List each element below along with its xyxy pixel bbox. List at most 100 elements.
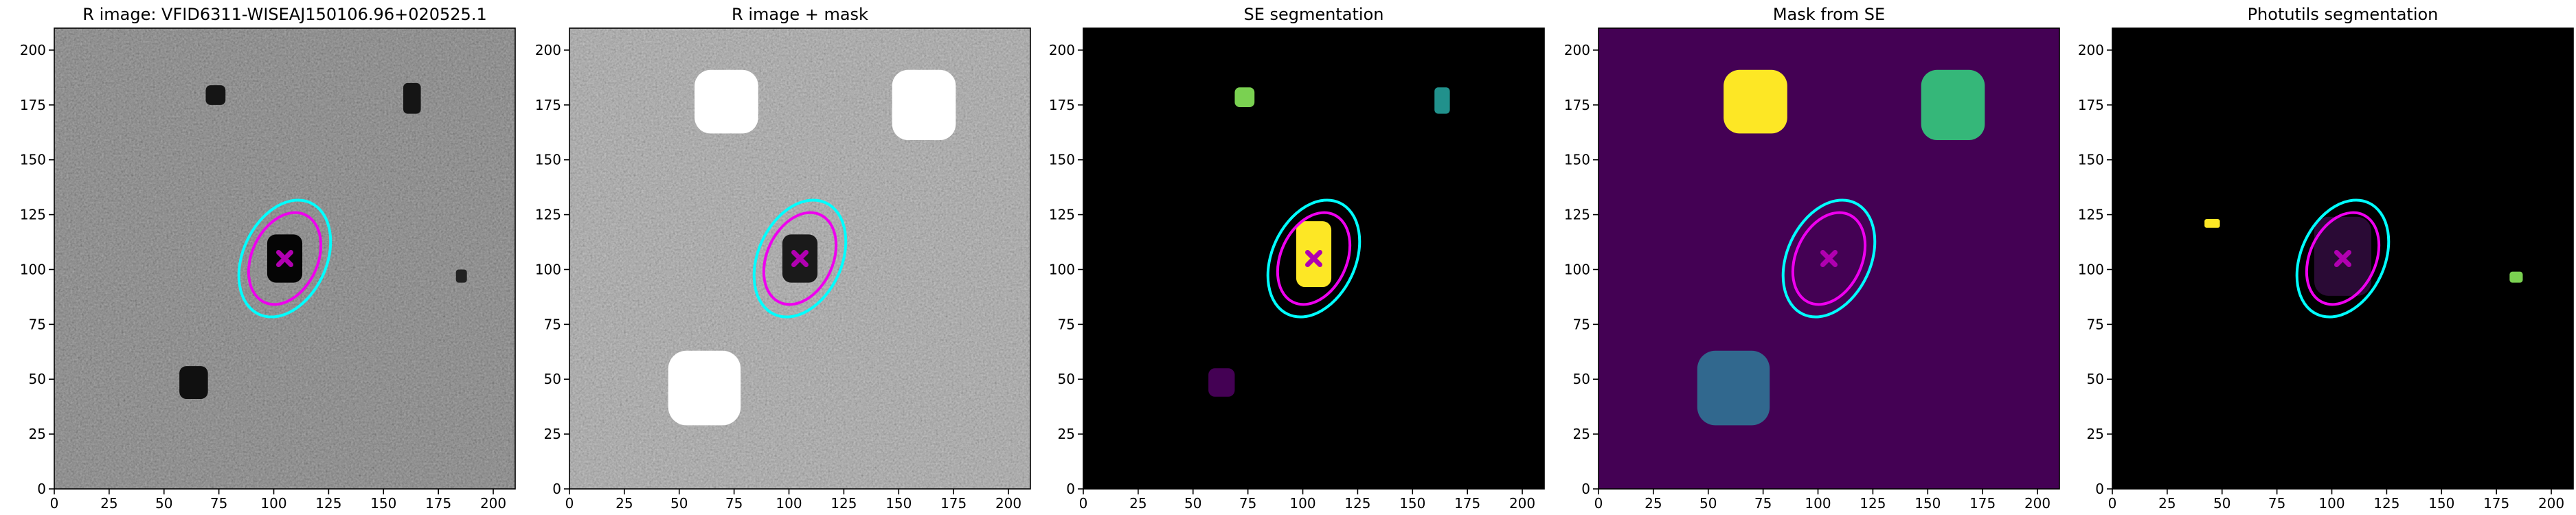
x-tick-label: 150 xyxy=(2428,495,2454,512)
y-tick-label: 75 xyxy=(2087,316,2104,332)
x-tick-label: 25 xyxy=(100,495,117,512)
axes-frame xyxy=(2112,27,2574,490)
x-tick-label: 150 xyxy=(885,495,912,512)
y-tick-label: 50 xyxy=(29,371,46,387)
x-tick-label: 25 xyxy=(1129,495,1146,512)
y-tick-label: 50 xyxy=(1058,371,1075,387)
x-tick-label: 75 xyxy=(210,495,227,512)
y-tick-label: 175 xyxy=(20,97,46,113)
x-tick-label: 125 xyxy=(831,495,857,512)
y-tick-label: 50 xyxy=(544,371,561,387)
region xyxy=(1234,87,1255,108)
x-tick-label: 175 xyxy=(2483,495,2509,512)
region xyxy=(1921,69,1985,140)
y-tick-label: 150 xyxy=(1564,152,1590,168)
x-tick-label: 50 xyxy=(1184,495,1201,512)
region xyxy=(1296,221,1332,288)
x-tick-label: 0 xyxy=(50,495,59,512)
y-tick-label: 75 xyxy=(1058,316,1075,332)
y-tick-label: 125 xyxy=(1049,207,1075,223)
x-tick-label: 125 xyxy=(315,495,341,512)
y-tick-label: 100 xyxy=(1564,261,1590,277)
y-tick-label: 175 xyxy=(1049,97,1075,113)
region xyxy=(455,269,467,283)
y-tick-label: 175 xyxy=(1564,97,1590,113)
region xyxy=(403,82,421,114)
x-tick-label: 200 xyxy=(2538,495,2564,512)
x-tick-label: 25 xyxy=(615,495,633,512)
image xyxy=(2112,28,2573,489)
x-tick-label: 125 xyxy=(1344,495,1370,512)
y-tick-label: 200 xyxy=(1049,42,1075,58)
x-tick-label: 25 xyxy=(2158,495,2176,512)
y-tick-label: 125 xyxy=(2078,207,2104,223)
x-tick-label: 100 xyxy=(1805,495,1831,512)
panel: 0 25 50 75 100 125 150 175 200 0 25 50 75 100 125 150 17… xyxy=(535,5,1031,512)
aperture-ellipse xyxy=(1781,198,1877,319)
x-tick-label: 200 xyxy=(1509,495,1535,512)
x-tick-label: 100 xyxy=(776,495,802,512)
y-tick-label: 0 xyxy=(552,481,561,497)
y-tick-label: 0 xyxy=(37,481,46,497)
panel-title: Photutils segmentation xyxy=(2248,5,2439,24)
y-tick-label: 150 xyxy=(20,152,46,168)
x-tick-label: 0 xyxy=(1079,495,1088,512)
region xyxy=(1208,368,1235,397)
x-tick-label: 175 xyxy=(1454,495,1480,512)
x-tick-label: 100 xyxy=(1289,495,1315,512)
center-marker xyxy=(1305,250,1322,267)
center-marker xyxy=(1820,250,1838,267)
image xyxy=(569,28,1030,489)
y-tick-label: 200 xyxy=(535,42,561,58)
y-tick-label: 200 xyxy=(1564,42,1590,58)
region xyxy=(179,366,208,399)
x-tick-label: 175 xyxy=(1969,495,1996,512)
center-marker xyxy=(791,250,809,267)
y-tick-label: 0 xyxy=(1066,481,1075,497)
x-tick-label: 75 xyxy=(2268,495,2285,512)
y-tick-label: 100 xyxy=(2078,261,2104,277)
y-tick-label: 25 xyxy=(1573,426,1590,442)
aperture-ellipse xyxy=(762,211,838,306)
aperture-ellipse xyxy=(1791,211,1867,306)
aperture-ellipse xyxy=(2305,211,2381,306)
aperture-ellipse xyxy=(1266,198,1362,319)
x-tick-label: 75 xyxy=(725,495,743,512)
y-tick-label: 125 xyxy=(20,207,46,223)
axes-frame xyxy=(1598,27,2060,490)
aperture-ellipse xyxy=(237,198,332,319)
y-tick-label: 100 xyxy=(535,261,561,277)
aperture-ellipse xyxy=(2295,198,2391,319)
x-tick-label: 200 xyxy=(480,495,506,512)
x-tick-label: 50 xyxy=(155,495,172,512)
x-tick-label: 50 xyxy=(1699,495,1717,512)
x-tick-label: 50 xyxy=(670,495,688,512)
y-tick-label: 75 xyxy=(544,316,561,332)
panel-title: R image: VFID6311-WISEAJ150106.96+020525… xyxy=(82,5,486,24)
x-tick-label: 125 xyxy=(2373,495,2399,512)
x-tick-label: 200 xyxy=(2024,495,2050,512)
y-tick-label: 0 xyxy=(1581,481,1590,497)
region xyxy=(892,69,956,140)
x-tick-label: 0 xyxy=(1594,495,1603,512)
y-tick-label: 25 xyxy=(1058,426,1075,442)
panel: 0 25 50 75 100 125 150 175 200 0 25 50 75 100 125 150 17… xyxy=(20,5,516,512)
x-tick-label: 175 xyxy=(425,495,451,512)
y-tick-label: 200 xyxy=(20,42,46,58)
x-tick-label: 50 xyxy=(2213,495,2230,512)
panel-title: Mask from SE xyxy=(1773,5,1885,24)
y-tick-label: 75 xyxy=(29,316,46,332)
center-marker xyxy=(276,250,293,267)
image xyxy=(1598,28,2059,489)
axes-frame xyxy=(54,27,516,490)
x-tick-label: 175 xyxy=(940,495,967,512)
y-tick-label: 150 xyxy=(2078,152,2104,168)
region xyxy=(2204,218,2220,228)
region xyxy=(205,85,226,105)
x-tick-label: 75 xyxy=(1239,495,1256,512)
x-tick-label: 100 xyxy=(260,495,286,512)
region xyxy=(1434,87,1450,114)
aperture-ellipse xyxy=(1276,211,1352,306)
y-tick-label: 200 xyxy=(2078,42,2104,58)
